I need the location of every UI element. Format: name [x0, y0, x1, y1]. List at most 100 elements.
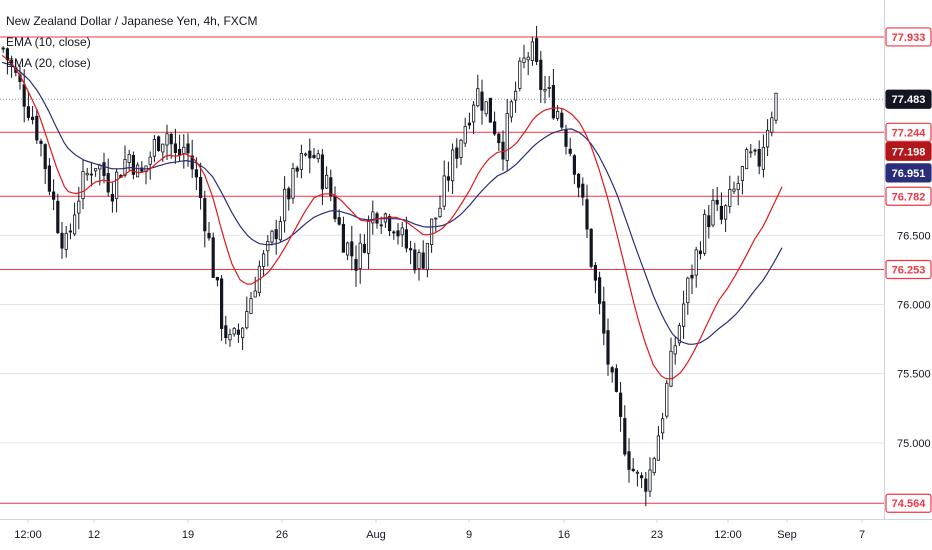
candle-body-43	[182, 146, 186, 154]
candle-body-174	[732, 188, 736, 192]
candle-body-162	[682, 303, 686, 327]
candle-body-103	[434, 217, 438, 220]
indicator-ema20-label[interactable]: EMA (20, close)	[6, 56, 91, 70]
candle-body-69	[291, 168, 295, 199]
candle-body-129	[543, 88, 547, 92]
price-badge-1: 77.483	[885, 89, 932, 109]
candle-body-113	[476, 88, 480, 107]
candle-body-146	[614, 368, 619, 392]
candle-body-149	[627, 451, 631, 470]
candle-body-74	[312, 154, 316, 159]
price-badge-label-4: 76.951	[892, 168, 926, 180]
candle-body-51	[215, 277, 219, 281]
candle-body-25	[106, 173, 110, 193]
candle-body-116	[488, 97, 493, 123]
candle-body-98	[413, 249, 417, 271]
candle-body-85	[358, 242, 362, 270]
candle-body-81	[341, 223, 346, 253]
ema-lines	[1, 54, 783, 380]
candle-body-97	[408, 248, 413, 251]
price-badge-label-0: 77.933	[892, 32, 926, 44]
indicator-ema10-label[interactable]: EMA (10, close)	[6, 35, 91, 49]
time-tick-1: 12	[88, 529, 100, 541]
candle-body-18	[77, 200, 81, 214]
candle-body-68	[287, 188, 291, 200]
candle-body-128	[539, 59, 543, 90]
candle-body-126	[530, 41, 535, 61]
candle-body-29	[123, 159, 127, 176]
candle-body-47	[198, 176, 203, 198]
axes	[0, 0, 932, 520]
candle-body-147	[619, 392, 623, 417]
candle-body-50	[211, 237, 215, 278]
candle-body-177	[745, 149, 749, 170]
candle-body-117	[492, 121, 497, 135]
candle-body-169	[711, 199, 715, 226]
candle-body-123	[518, 60, 522, 89]
ema10-line	[1, 54, 783, 380]
candle-body-112	[471, 104, 476, 123]
candle-body-77	[324, 174, 329, 189]
candle-body-11	[47, 165, 52, 192]
candle-body-73	[308, 150, 312, 159]
candle-body-141	[593, 264, 598, 281]
candle-body-118	[497, 133, 501, 144]
candle-body-163	[686, 277, 690, 304]
candle-body-122	[514, 90, 518, 101]
candle-body-49	[207, 232, 211, 239]
candle-body-10	[43, 144, 47, 170]
price-badge-label-3: 77.198	[892, 146, 926, 158]
time-tick-2: 19	[182, 529, 194, 541]
price-tick-2: 75.500	[897, 369, 931, 381]
candle-body-42	[177, 148, 182, 156]
candle-body-155	[652, 458, 656, 473]
candle-body-131	[551, 85, 556, 119]
candle-body-52	[219, 278, 224, 329]
symbol-title[interactable]: New Zealand Dollar / Japanese Yen, 4h, F…	[6, 14, 258, 28]
candle-body-93	[392, 231, 396, 234]
candle-body-12	[52, 191, 56, 200]
time-tick-6: 16	[558, 529, 570, 541]
candle-body-62	[261, 253, 266, 267]
candle-body-21	[89, 173, 93, 176]
candle-body-182	[766, 129, 770, 148]
candle-body-104	[438, 207, 442, 218]
time-tick-3: 26	[276, 529, 288, 541]
candle-body-36	[152, 139, 156, 157]
candle-body-140	[589, 228, 593, 267]
candle-body-100	[421, 252, 425, 269]
candle-body-19	[81, 171, 85, 200]
time-tick-10: 7	[859, 529, 865, 541]
time-axis-labels: 12:00 12 19 26 Aug 9 16 23 12:00 Sep 7	[14, 519, 865, 541]
horizontal-levels	[0, 36, 884, 504]
time-tick-8: 12:00	[714, 529, 742, 541]
candle-body-30	[127, 153, 131, 163]
candle-body-8	[35, 115, 39, 141]
candle-body-176	[740, 166, 745, 181]
candle-body-35	[148, 156, 152, 165]
candle-body-86	[362, 244, 367, 253]
price-badge-0: 77.933	[885, 27, 932, 47]
candles	[1, 25, 778, 507]
candle-body-7	[30, 116, 35, 121]
price-axis-labels: 76.500 76.000 75.500 75.000	[897, 230, 931, 450]
price-badge-label-2: 77.244	[892, 127, 927, 139]
candle-body-137	[577, 173, 581, 188]
candle-body-152	[640, 475, 644, 479]
candle-body-183	[770, 117, 774, 133]
candle-body-179	[753, 149, 757, 152]
candle-body-111	[467, 122, 472, 126]
candle-body-175	[736, 183, 740, 191]
price-badge-box-6	[885, 259, 932, 280]
candle-body-9	[39, 140, 43, 144]
candle-body-150	[631, 468, 635, 472]
price-tick-0: 76.500	[897, 230, 931, 242]
candle-body-22	[94, 168, 98, 172]
candle-body-63	[266, 241, 270, 252]
candle-body-136	[572, 155, 577, 175]
candle-body-95	[400, 227, 404, 236]
candle-body-130	[547, 87, 551, 89]
time-tick-7: 23	[651, 529, 663, 541]
candle-body-48	[203, 198, 207, 232]
